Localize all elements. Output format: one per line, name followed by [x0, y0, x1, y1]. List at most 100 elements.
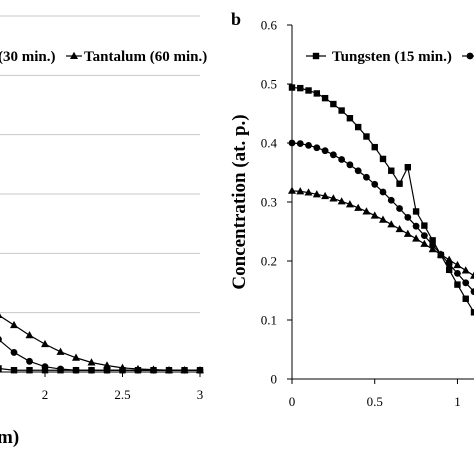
panel-b-series-2-point	[470, 271, 474, 279]
panel-b-series-2-point	[379, 215, 387, 223]
panel-b-series-2-point	[461, 266, 470, 274]
panel-a-series-0-point	[41, 339, 49, 348]
panel-b-x-tick-label: 1	[454, 394, 461, 409]
panel-b-series-0-point	[396, 180, 403, 187]
panel-a-series-0-point	[0, 313, 3, 319]
panel-a-series-0-point	[87, 358, 96, 366]
panel-a-series-2-point	[88, 367, 95, 374]
panel-a-series-2-point	[72, 367, 80, 374]
panel-a-series-0-point	[72, 353, 80, 361]
panel-a-legend-partial: (30 min.)	[0, 49, 56, 65]
panel-b-series-1-point	[363, 173, 370, 181]
panel-b-y-tick-label: 0.2	[261, 254, 277, 269]
panel-b-series-0-point	[354, 123, 362, 131]
panel-a-x-tick-label: 2.5	[114, 387, 130, 402]
panel-b-series-1-point	[313, 144, 321, 152]
panel-a-series-0-point	[10, 320, 18, 329]
panel-b-label: b	[231, 9, 241, 29]
panel-b-series-2-point	[321, 191, 330, 200]
panel-a-series-1-point	[10, 349, 18, 356]
panel-b-x-tick-label: 0.5	[367, 394, 383, 409]
panel-b-series-2-point	[370, 211, 379, 219]
panel-b-series-0-point	[321, 94, 329, 102]
panel-b-series-0-point	[288, 84, 296, 91]
panel-b-chart: 0 0.1 0.2 0.3 0.4 0.5 0.6 0 0.5 1 Tungsten (15 min…	[229, 9, 474, 409]
panel-a-series-2-point	[150, 367, 157, 374]
panel-b-series-1-point	[454, 269, 461, 277]
panel-b-series-2-point	[312, 190, 321, 198]
panel-b-series-1-point	[288, 139, 296, 147]
panel-b-series-0-line	[291, 86, 474, 313]
panel-b-series-0-point	[445, 266, 453, 274]
panel-a-legend-marker	[70, 51, 78, 59]
panel-b-series-0-point	[371, 143, 378, 151]
panel-b-series-0-point	[379, 155, 387, 163]
panel-b-y-tick-label: 0.6	[261, 18, 278, 33]
panel-b-series-0-point	[313, 90, 321, 97]
panel-b-series-2-point	[403, 229, 412, 237]
panel-b-series-2-point	[345, 200, 354, 208]
panel-a-x-tick-label: 3	[197, 387, 204, 402]
panel-b-series-0-point	[346, 115, 354, 122]
panel-b-y-axis-title: Concentration (at. p.)	[229, 114, 250, 289]
panel-b-series-0-point	[388, 167, 395, 174]
panel-a-series-2-point	[10, 367, 18, 374]
panel-b-series-0-point	[305, 87, 312, 94]
panel-b-series-0-point	[330, 100, 337, 108]
panel-b-series-0-point	[412, 208, 420, 215]
panel-a-series-2-line	[0, 368, 200, 371]
panel-b-y-tick-label: 0	[271, 372, 278, 387]
panel-b-series-2-point	[436, 250, 445, 258]
panel-b-series-0-point	[429, 237, 436, 244]
panel-b-series-1-point	[462, 279, 470, 287]
panel-b-series-1-point	[371, 180, 379, 188]
panel-b-series-2-point	[362, 207, 371, 215]
panel-b-series-0-point	[421, 222, 428, 229]
panel-b-series-2-point	[412, 234, 421, 242]
panel-a-series-2-point	[134, 367, 142, 374]
panel-b-series-1-point	[470, 288, 474, 296]
panel-a-series-2-point	[0, 365, 2, 372]
panel-b-series-1-point	[404, 213, 412, 221]
panel-b-series-2-point	[354, 203, 363, 211]
panel-a-series-0-point	[25, 331, 34, 339]
panel-b-series-2-point	[395, 224, 404, 233]
panel-b-series-0-point	[454, 281, 461, 288]
panel-b-series-1-point	[379, 188, 387, 196]
panel-a-x-axis-title: m)	[0, 427, 19, 448]
panel-b-series-0-point	[297, 84, 304, 92]
panel-b-series-2-point	[296, 187, 305, 195]
panel-b-series-1-point	[329, 151, 337, 159]
panel-b-x-tick-label: 0	[289, 394, 296, 409]
panel-a-series-2-point	[119, 367, 126, 374]
panel-a-series-2-point	[196, 367, 204, 374]
panel-b-series-1-point	[338, 156, 346, 163]
panel-b-legend-marker-1	[466, 52, 474, 60]
panel-b-series-2-point	[420, 239, 429, 247]
panel-a-series-0-point	[56, 347, 65, 355]
panel-a-series-2-point	[165, 367, 173, 374]
panel-b-y-tick-label: 0.4	[261, 136, 278, 151]
panel-b-y-tick-label: 0.1	[261, 313, 277, 328]
panel-b-series-2-point	[288, 186, 296, 194]
panel-a-series-0-point	[103, 361, 111, 369]
panel-a-series-2-point	[103, 367, 111, 374]
panel-b-series-1-point	[412, 222, 420, 230]
panel-b-series-2-point	[387, 220, 396, 228]
panel-b-series-2-point	[445, 255, 454, 263]
panel-b-series-1-point	[354, 167, 362, 175]
panel-b-y-tick-label: 0.3	[261, 195, 277, 210]
panel-b-legend-label-0: Tungsten (15 min.)	[332, 49, 452, 65]
panel-b-series-1-point	[296, 140, 304, 147]
panel-a-series-group	[0, 313, 204, 374]
panel-b-series-2-point	[428, 245, 437, 253]
panel-a-series-2-point	[26, 367, 33, 374]
panel-a-x-tick-label: 2	[42, 387, 49, 402]
panel-b-series-0-point	[462, 295, 469, 302]
panel-b-series-0-point	[338, 107, 345, 114]
panel-b-y-tick-label: 0.5	[261, 77, 277, 92]
panel-a-chart: 2 2.5 3 (30 min.) Tantalum (60 min.) m)	[0, 15, 207, 448]
panel-a-series-2-point	[57, 367, 64, 374]
